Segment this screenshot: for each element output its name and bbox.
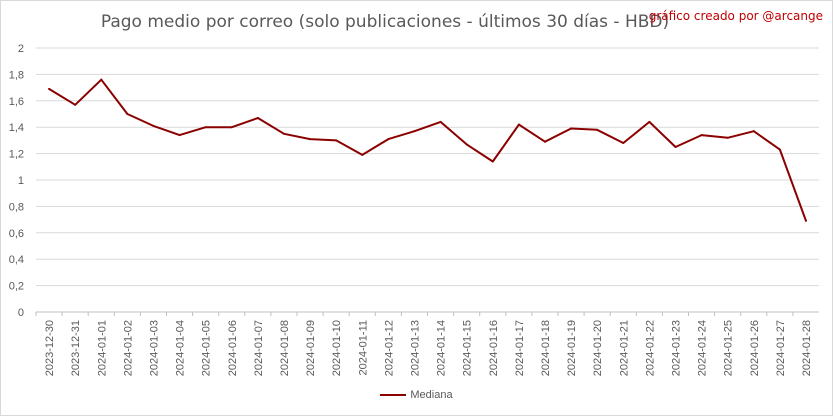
data-point: [674, 146, 677, 148]
x-tick-label: 2024-01-22: [644, 320, 656, 376]
data-point: [570, 127, 573, 130]
x-tick-label: 2024-01-27: [775, 320, 787, 376]
y-tick-label: 0,8: [9, 201, 24, 213]
x-tick-label: 2024-01-06: [227, 320, 239, 376]
x-tick-label: 2024-01-09: [305, 320, 317, 376]
x-tick-label: 2023-12-31: [70, 320, 82, 376]
legend: Mediana: [0, 389, 833, 401]
x-tick-label: 2024-01-05: [201, 320, 213, 376]
data-point: [309, 138, 312, 141]
legend-swatch: [380, 394, 407, 397]
y-tick-label: 1: [18, 175, 24, 187]
data-point: [622, 142, 625, 145]
data-point: [804, 219, 807, 222]
x-tick-label: 2024-01-19: [566, 320, 578, 376]
data-point: [335, 139, 338, 142]
y-tick-label: 2: [18, 43, 24, 55]
data-point: [648, 120, 651, 123]
data-point: [256, 116, 259, 119]
data-point: [465, 143, 468, 146]
x-tick-label: 2024-01-02: [122, 320, 134, 376]
x-tick-label: 2024-01-25: [723, 320, 735, 376]
x-tick-label: 2024-01-23: [670, 320, 682, 376]
x-tick-label: 2024-01-18: [540, 320, 552, 376]
data-point: [596, 128, 599, 131]
x-tick-label: 2024-01-15: [462, 320, 474, 376]
data-point: [282, 132, 285, 135]
data-point: [413, 130, 416, 133]
series-group: [48, 78, 807, 222]
data-point: [778, 148, 781, 151]
y-tick-label: 1,6: [9, 96, 24, 108]
x-axis-ticks: 2023-12-30 2023-12-31 2024-01-01 2024-01-02…: [35, 312, 813, 376]
y-axis-ticks: 0 0,2 0,4 0,6 0,8 1 1,2 1,4 1,6 1,8 2: [9, 43, 24, 319]
data-point: [152, 124, 155, 127]
data-point: [439, 120, 442, 123]
data-point: [726, 136, 729, 139]
data-point: [752, 130, 755, 133]
gridlines: [36, 47, 819, 313]
data-point: [204, 126, 207, 129]
x-tick-label: 2023-12-30: [44, 320, 56, 376]
x-tick-label: 2024-01-12: [383, 320, 395, 376]
x-tick-label: 2024-01-11: [357, 320, 369, 375]
y-tick-label: 0,2: [9, 281, 24, 293]
x-tick-label: 2024-01-07: [253, 320, 265, 376]
data-point: [387, 138, 390, 141]
data-point: [178, 134, 181, 137]
series-line-mediana: [48, 78, 807, 222]
data-point: [361, 153, 364, 156]
legend-label: Mediana: [410, 389, 453, 401]
data-point: [491, 160, 494, 163]
x-tick-label: 2024-01-28: [801, 320, 813, 376]
data-point: [543, 140, 546, 143]
data-point: [517, 123, 520, 126]
y-tick-label: 0: [18, 307, 24, 319]
data-point: [48, 87, 51, 90]
x-tick-label: 2024-01-01: [96, 320, 108, 376]
data-point: [100, 78, 103, 81]
chart-credit: gráfico creado por @arcange: [648, 9, 823, 23]
x-tick-label: 2024-01-08: [279, 320, 291, 376]
data-point: [74, 103, 77, 106]
y-tick-label: 1,4: [9, 122, 24, 134]
chart-title: Pago medio por correo (solo publicacione…: [100, 12, 670, 32]
x-tick-label: 2024-01-24: [697, 320, 709, 376]
x-tick-label: 2024-01-16: [488, 320, 500, 376]
data-point: [230, 126, 233, 129]
data-point: [126, 113, 129, 115]
x-tick-label: 2024-01-04: [175, 320, 187, 376]
data-point: [700, 134, 703, 137]
y-tick-label: 1,2: [9, 149, 24, 161]
y-tick-label: 1,8: [9, 69, 24, 81]
x-tick-label: 2024-01-26: [749, 320, 761, 376]
y-tick-label: 0,6: [9, 228, 24, 240]
x-tick-label: 2024-01-10: [331, 320, 343, 376]
x-tick-label: 2024-01-13: [409, 320, 421, 376]
x-tick-label: 2024-01-21: [618, 320, 630, 376]
x-tick-label: 2024-01-20: [592, 320, 604, 376]
x-tick-label: 2024-01-17: [514, 320, 526, 376]
x-tick-label: 2024-01-14: [436, 320, 448, 376]
y-tick-label: 0,4: [9, 254, 24, 266]
x-tick-label: 2024-01-03: [148, 320, 160, 376]
